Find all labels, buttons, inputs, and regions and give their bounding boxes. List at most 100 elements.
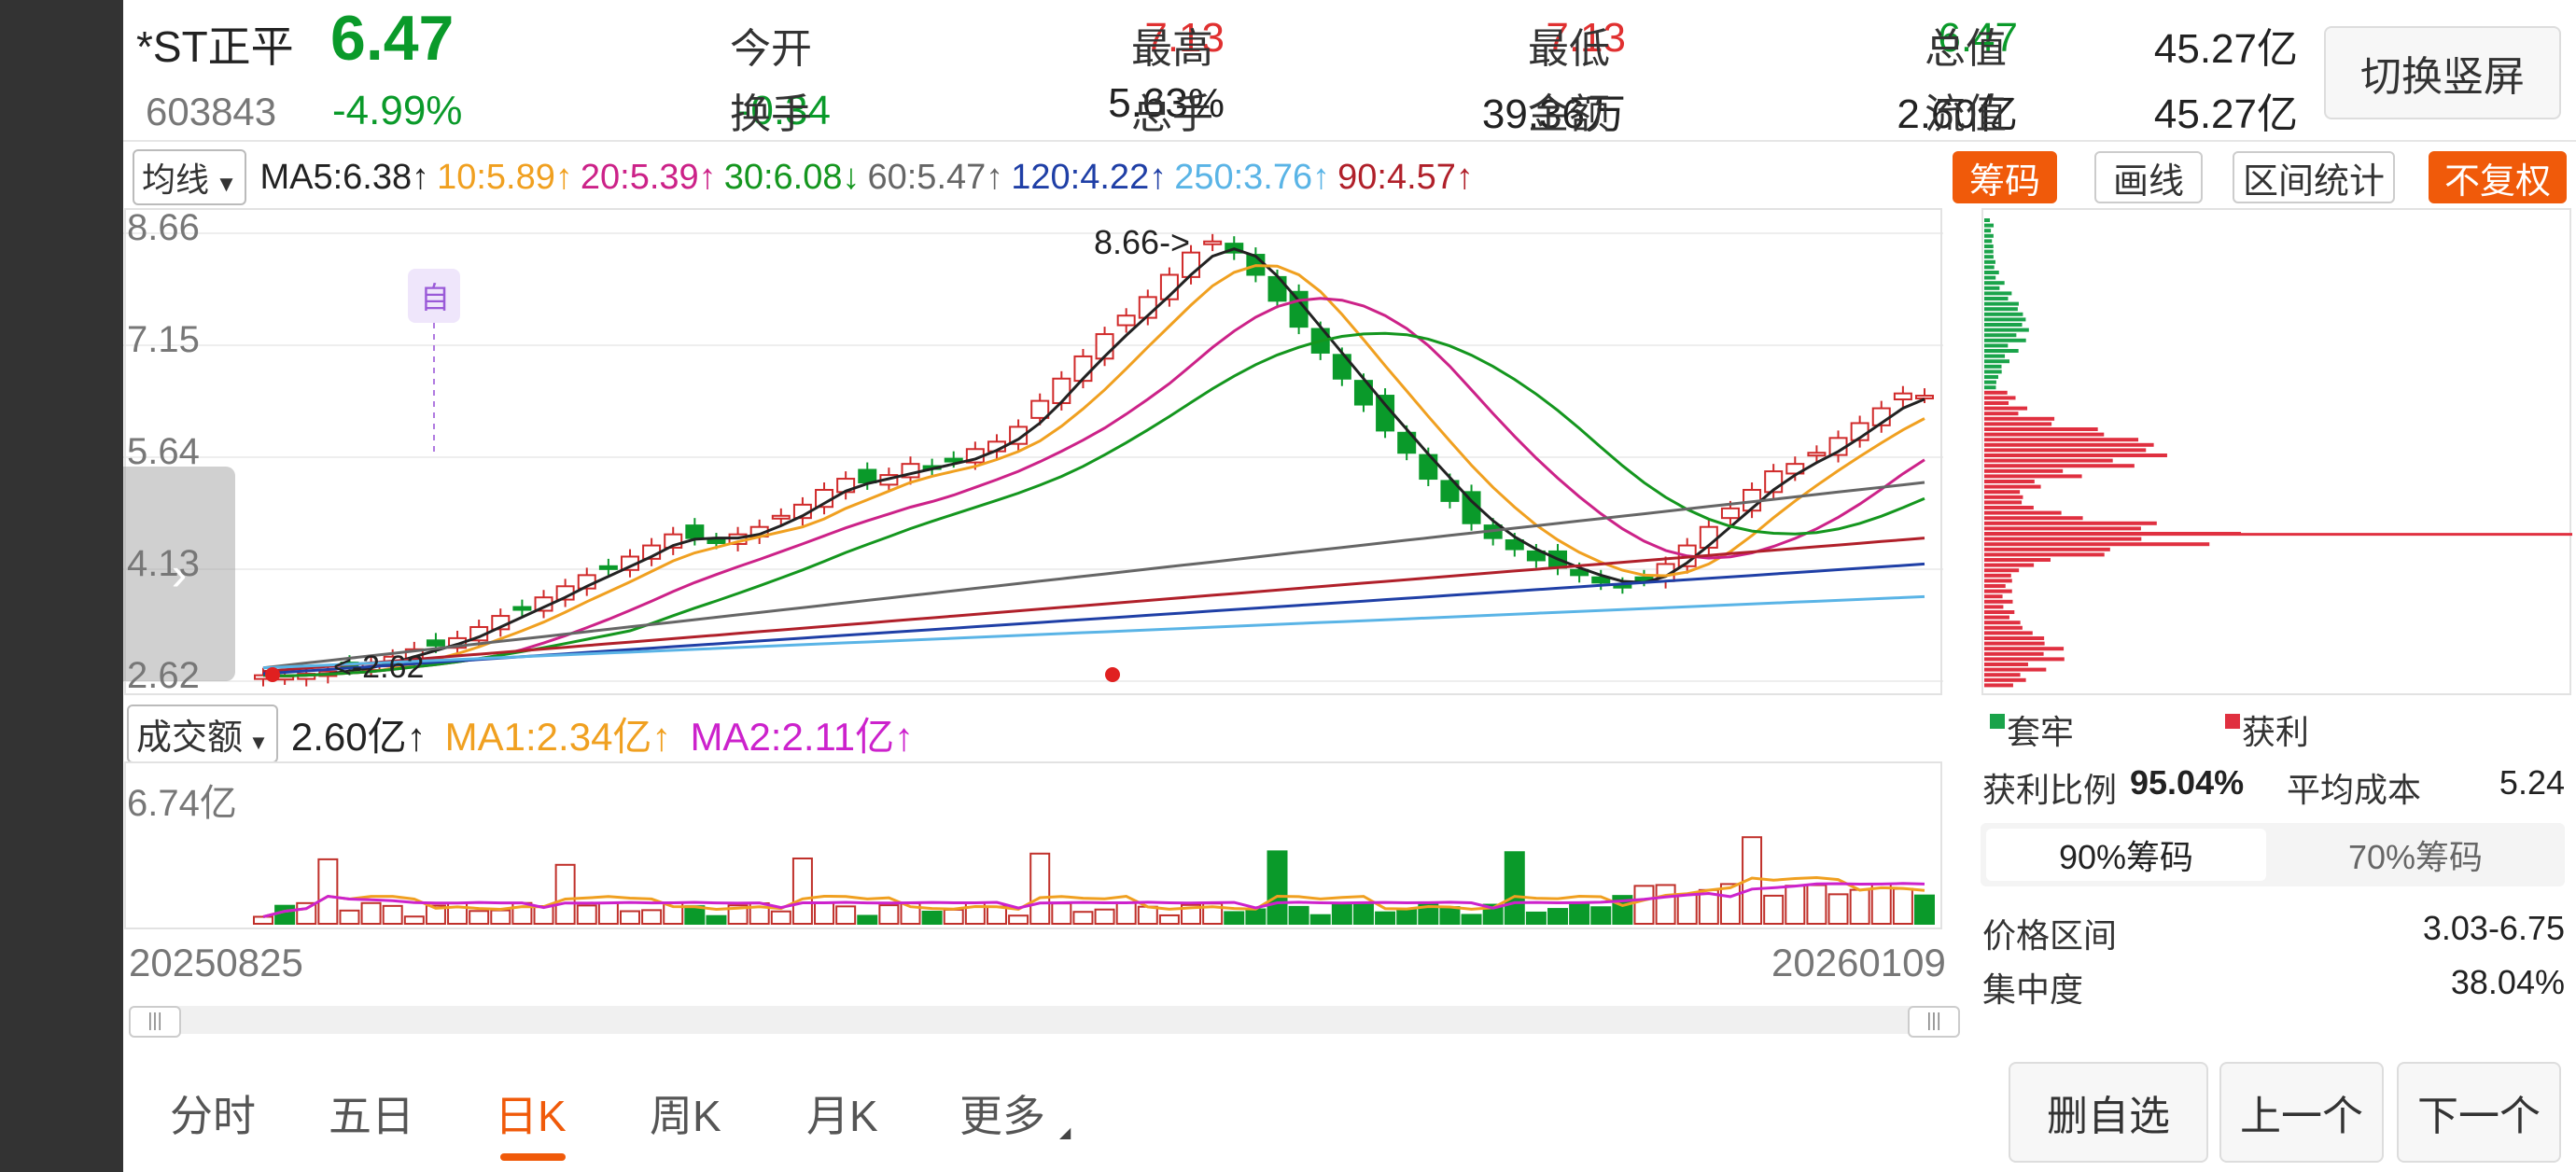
turnover-value: 5.63% — [1108, 80, 1225, 126]
chip-bar — [1984, 297, 2009, 300]
ma-line — [262, 247, 1925, 677]
date-start: 20250825 — [129, 941, 303, 984]
volume-bar — [1719, 883, 1741, 925]
expand-panel-handle[interactable]: › — [123, 467, 235, 681]
chip-bar — [1984, 291, 2012, 296]
volume-bar — [878, 904, 900, 926]
volume-bar — [1288, 905, 1309, 926]
volume-bar — [1158, 914, 1180, 926]
volume-bar — [1892, 887, 1913, 925]
volume-bar — [1072, 911, 1094, 925]
turnover-ma2: MA2:2.11亿↑ — [690, 715, 915, 759]
volume-bar — [1008, 914, 1029, 925]
chip-bar — [1984, 568, 2020, 573]
chip-bar — [1984, 683, 2013, 688]
chip-bar — [1984, 521, 2157, 525]
price-axis-label: 5.64 — [127, 431, 200, 472]
chip-bar — [1984, 396, 2016, 400]
remove-watchlist-button[interactable]: 删自选 — [2009, 1062, 2208, 1163]
chip-bar — [1984, 599, 2013, 604]
volume-bar — [1245, 908, 1267, 925]
tab-period[interactable]: 周K — [650, 1092, 721, 1140]
chip-bar — [1984, 218, 1991, 222]
candle-body — [1807, 452, 1827, 457]
volume-bar — [1633, 885, 1655, 925]
tab-period[interactable]: 五日 — [329, 1092, 414, 1140]
volume-bar — [1763, 894, 1785, 926]
dropdown-arrow-icon: ▼ — [243, 731, 269, 754]
chevron-right-icon: › — [171, 548, 188, 600]
tab-chips-90[interactable]: 90%筹码 — [1986, 829, 2266, 881]
volume-bar — [597, 901, 619, 925]
candle-body — [858, 468, 877, 484]
chip-bar — [1984, 338, 2026, 342]
range-scrollbar[interactable]: ||| ||| — [129, 1006, 1960, 1038]
ma-selector[interactable]: 均线 ▼ — [133, 149, 247, 205]
tab-period[interactable]: 更多 — [959, 1092, 1045, 1140]
chip-bar — [1984, 307, 2018, 312]
volume-bar — [727, 904, 749, 925]
chip-bar — [1984, 484, 2041, 489]
volume-bar — [490, 909, 511, 926]
candle-body — [1009, 426, 1029, 445]
chips-tab[interactable]: 筹码 — [1953, 151, 2057, 203]
tab-period[interactable]: 分时 — [170, 1092, 256, 1140]
chip-bar — [1984, 406, 2028, 411]
chip-bar — [1984, 663, 2028, 666]
switch-portrait-button[interactable]: 切换竖屏 — [2324, 26, 2561, 119]
candle-body — [1720, 507, 1740, 520]
candlestick-chart[interactable]: 8.66-> <-2.62 自 — [123, 205, 1962, 700]
chip-bar — [1984, 281, 2005, 286]
chart-frame — [124, 208, 1942, 695]
chip-bar — [1984, 621, 2021, 625]
chip-bar — [1984, 615, 2009, 620]
ma-item: 120:4.22↑ — [1011, 157, 1168, 197]
profit-legend-swatch — [2225, 714, 2240, 729]
chip-bar — [1984, 432, 2105, 437]
candle-body — [1440, 480, 1460, 502]
next-stock-button[interactable]: 下一个 — [2397, 1062, 2561, 1163]
volume-bar — [1525, 911, 1547, 925]
candle-body — [1397, 431, 1417, 454]
scroll-handle-right[interactable]: ||| — [1908, 1006, 1960, 1038]
chip-bar — [1984, 333, 2017, 338]
ma-item: 90:4.57↑ — [1337, 157, 1474, 197]
volume-bar — [1827, 893, 1849, 926]
tab-period[interactable]: 日K — [495, 1092, 567, 1140]
tab-chips-70[interactable]: 70%筹码 — [2347, 838, 2484, 876]
draw-line-tab[interactable]: 画线 — [2094, 151, 2203, 203]
chip-bar — [1984, 480, 2035, 483]
prev-stock-button[interactable]: 上一个 — [2219, 1062, 2384, 1163]
tab-period[interactable]: 月K — [806, 1092, 878, 1140]
high-label: 最高 — [1131, 26, 1213, 72]
chip-bar — [1984, 380, 1996, 384]
chip-bar — [1984, 610, 2015, 614]
chip-bar — [1984, 589, 2012, 593]
candle-body — [1203, 240, 1223, 245]
chip-bar — [1984, 474, 2082, 479]
volume-bar — [425, 904, 446, 925]
volume-ma-line — [262, 882, 1925, 918]
stock-chart-app: *ST正平 6.47 603843 -4.99% -0.34 今开 7.13 最… — [123, 0, 2576, 1172]
volume-bar — [1375, 911, 1396, 925]
amount-value: 2.60亿 — [1897, 91, 2018, 137]
turnover-selector[interactable]: 成交额 ▼ — [127, 705, 278, 763]
chip-bar — [1984, 651, 2044, 656]
scroll-handle-left[interactable]: ||| — [129, 1006, 181, 1038]
volume-bar — [1224, 911, 1245, 926]
chip-bar — [1984, 500, 2023, 505]
ma-item: 10:5.89↑ — [437, 157, 573, 197]
price-range-label: 价格区间 — [1982, 916, 2118, 955]
no-adjust-tab[interactable]: 不复权 — [2429, 151, 2567, 203]
chip-bar — [1984, 223, 1995, 228]
volume-bar — [1742, 836, 1763, 925]
volume-bar — [1461, 914, 1482, 926]
candle-body — [1052, 377, 1071, 404]
current-price: 6.47 — [330, 3, 455, 74]
candle-body — [512, 606, 532, 611]
chip-bar — [1984, 647, 2065, 651]
price-axis-label: 2.62 — [127, 655, 200, 696]
turnover-legend-bar: 成交额 ▼ 2.60亿↑ MA1:2.34亿↑ MA2:2.11亿↑ — [127, 705, 914, 763]
float-cap-value: 45.27亿 — [2153, 91, 2298, 137]
range-stats-tab[interactable]: 区间统计 — [2233, 151, 2395, 203]
